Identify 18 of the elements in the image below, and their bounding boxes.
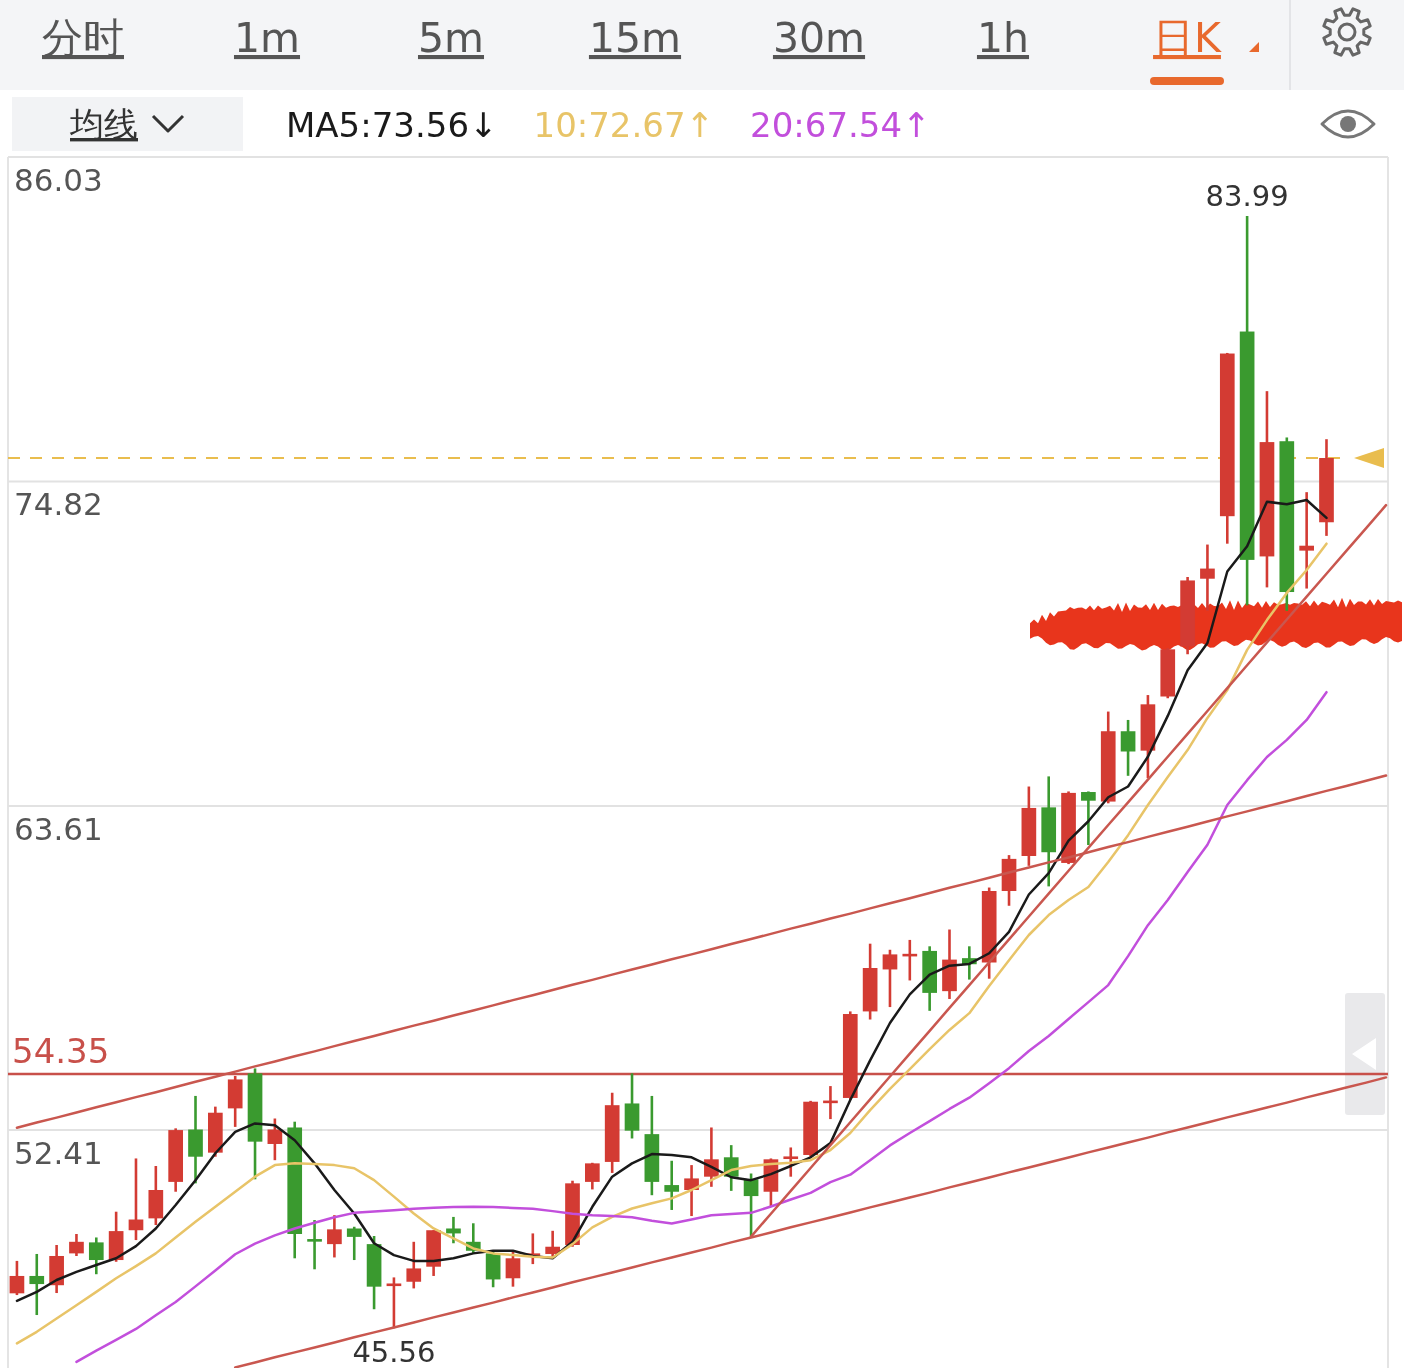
y-tick-label: 52.41 — [14, 1135, 103, 1172]
ref-line-label: 54.35 — [12, 1030, 110, 1071]
text: 10:72.67↑ — [533, 105, 715, 145]
text: 5m — [417, 14, 485, 62]
legend-title: 均线 — [69, 104, 138, 144]
text: MA5:73.56↓ — [286, 105, 498, 145]
y-tick-label: 63.61 — [14, 810, 103, 847]
text: 15m — [588, 14, 682, 62]
annotation: 45.56 — [352, 1335, 436, 1368]
text: 分时 — [42, 14, 124, 62]
y-tick-label: 74.82 — [14, 486, 103, 523]
text: 1h — [976, 14, 1030, 62]
text: 1m — [233, 14, 301, 62]
text: 30m — [772, 14, 866, 62]
text: 20:67.54↑ — [750, 105, 931, 145]
chart-title: 日K — [1153, 14, 1223, 62]
annotation: 83.99 — [1205, 179, 1289, 214]
y-tick-label: 86.03 — [14, 162, 103, 198]
